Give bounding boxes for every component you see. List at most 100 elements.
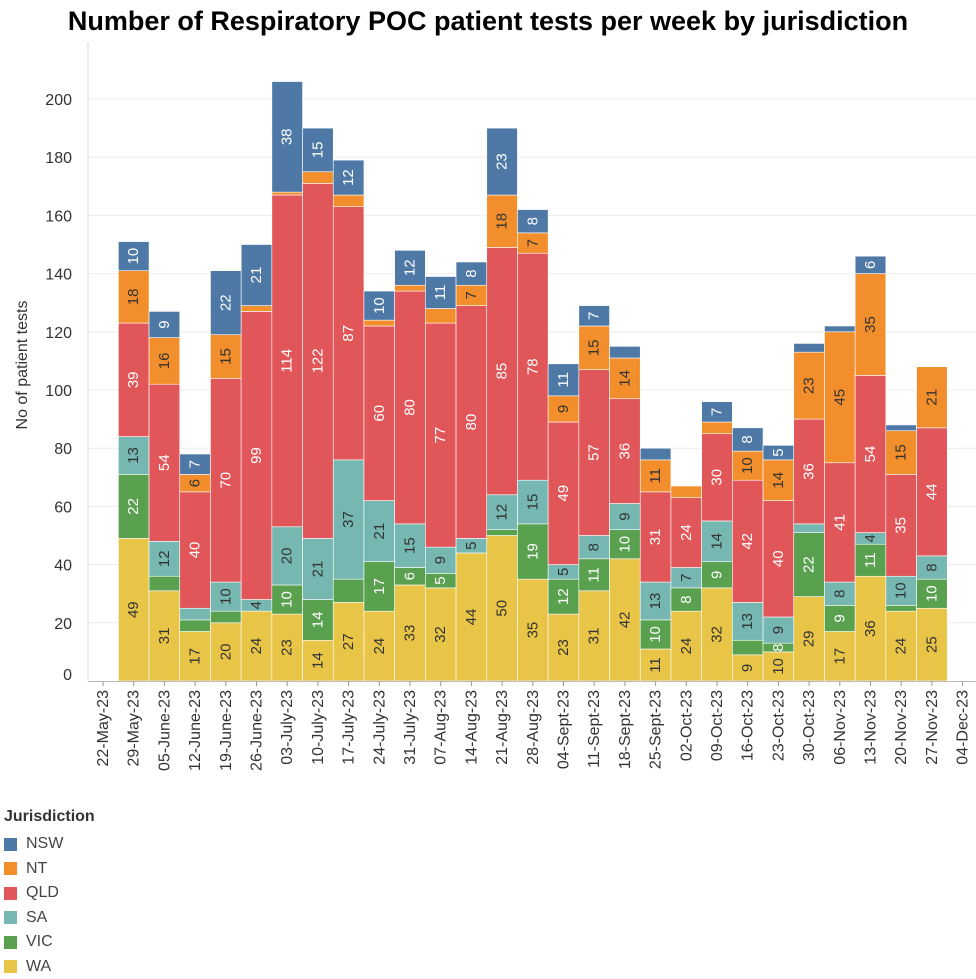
- x-tick-label: 07-Aug-23: [433, 690, 450, 765]
- data-label: 31: [647, 529, 664, 546]
- bar-segment-nsw: [332, 159, 365, 196]
- data-label: 19: [524, 543, 541, 560]
- bar-segment-nt: [916, 366, 948, 429]
- bar-segment-nt: [271, 191, 303, 196]
- bar-segment-vic: [732, 639, 764, 656]
- data-label: 8: [678, 595, 695, 603]
- legend-title: Jurisdiction: [4, 808, 95, 825]
- data-label: 7: [187, 460, 204, 468]
- bar-segment-wa: [148, 590, 181, 682]
- data-label: 30: [709, 469, 726, 486]
- data-label: 6: [862, 261, 879, 269]
- data-label: 57: [586, 444, 603, 461]
- data-label: 10: [770, 658, 787, 675]
- data-label: 114: [279, 349, 296, 373]
- data-label: 10: [893, 582, 910, 599]
- bar-segment-nsw: [363, 290, 395, 321]
- bar-segment-sa: [762, 616, 795, 644]
- data-label: 45: [831, 389, 848, 406]
- data-label: 36: [862, 620, 879, 637]
- bar-segment-nt: [701, 421, 733, 434]
- bar-segment-nsw: [639, 447, 672, 461]
- bar-segment-qld: [148, 383, 181, 542]
- legend-swatch: [4, 862, 17, 876]
- bar-segment-vic: [118, 474, 150, 539]
- data-label: 9: [156, 320, 173, 328]
- legend-label: WA: [26, 957, 52, 975]
- data-label: 99: [248, 447, 265, 464]
- bar-segment-sa: [732, 602, 764, 641]
- bar-segment-nt: [639, 459, 672, 493]
- x-tick-label: 24-July-23: [371, 690, 388, 765]
- bar-segment-nsw: [486, 127, 518, 196]
- bar-segment-nt: [547, 395, 580, 423]
- data-label: 5: [555, 568, 572, 576]
- bar-segment-nt: [148, 337, 181, 385]
- legend-item-sa: SA: [4, 906, 95, 931]
- y-tick-label: 40: [54, 558, 72, 575]
- bar-segment-sa: [179, 607, 211, 621]
- data-label: 18: [125, 289, 142, 306]
- x-tick-label: 22-May-23: [95, 690, 112, 767]
- data-label: 25: [923, 636, 940, 653]
- axes: 0 20 40 60 80 100 120 140 160 180 200 22-May-23 29-M…: [45, 42, 976, 771]
- bar-segment-nt: [363, 319, 395, 327]
- data-label: 13: [647, 593, 664, 610]
- bar-segment-nsw: [118, 241, 150, 271]
- bar-segment-nsw: [425, 276, 457, 309]
- data-label: 40: [187, 542, 204, 559]
- bar-segment-sa: [486, 494, 518, 530]
- bar-segment-nt: [824, 331, 856, 464]
- data-labels: 4922133918103112541691740672010701522244…: [125, 128, 940, 674]
- data-label: 35: [524, 622, 541, 639]
- x-tick-label: 17-July-23: [341, 690, 358, 765]
- bar-segment-qld: [732, 479, 764, 603]
- data-label: 78: [524, 358, 541, 375]
- bar-segment-wa: [609, 558, 641, 682]
- bar-segment-nt: [609, 357, 641, 400]
- data-label: 29: [801, 630, 818, 647]
- x-tick-label: 21-Aug-23: [494, 690, 511, 765]
- data-label: 60: [371, 405, 388, 422]
- data-label: 17: [187, 648, 204, 665]
- legend-swatch: [4, 837, 17, 851]
- data-label: 10: [923, 585, 940, 602]
- bar-segment-vic: [639, 619, 672, 650]
- bar-segment-nt: [240, 305, 273, 312]
- data-label: 8: [463, 269, 480, 277]
- data-label: 8: [739, 435, 756, 443]
- bar-segment-wa: [455, 552, 488, 682]
- data-label: 24: [893, 638, 910, 655]
- data-label: 11: [432, 285, 449, 301]
- data-label: 14: [709, 533, 726, 550]
- x-tick-label: 13-Nov-23: [863, 690, 880, 765]
- bar-segment-wa: [425, 587, 457, 682]
- bar-segment-nsw: [302, 127, 334, 173]
- bar-segment-nsw: [394, 250, 426, 286]
- data-label: 27: [340, 633, 357, 650]
- bar-segment-nt: [732, 450, 764, 481]
- data-label: 49: [555, 485, 572, 502]
- bar-segment-nsw: [547, 363, 580, 397]
- bar-segment-nsw: [517, 209, 549, 234]
- data-label: 8: [831, 590, 848, 598]
- bar-segment-nt: [302, 171, 334, 184]
- data-label: 70: [217, 472, 234, 489]
- bar-segment-sa: [425, 546, 457, 574]
- bar-segment-vic: [885, 605, 917, 612]
- data-label: 7: [586, 312, 603, 320]
- data-label: 13: [739, 613, 756, 630]
- data-label: 11: [647, 468, 664, 484]
- bar-segment-wa: [118, 538, 150, 682]
- x-tick-label: 19-June-23: [218, 690, 235, 771]
- data-label: 54: [862, 446, 879, 463]
- data-label: 36: [616, 443, 633, 460]
- bar-segment-nsw: [701, 401, 733, 423]
- bar-segment-wa: [762, 651, 795, 682]
- data-label: 21: [248, 267, 265, 284]
- data-label: 11: [862, 552, 879, 568]
- data-label: 5: [463, 542, 480, 550]
- bar-segment-nt: [854, 273, 887, 376]
- data-label: 12: [340, 169, 357, 186]
- legend-items: NSW NT QLD SA VIC WA: [4, 832, 95, 979]
